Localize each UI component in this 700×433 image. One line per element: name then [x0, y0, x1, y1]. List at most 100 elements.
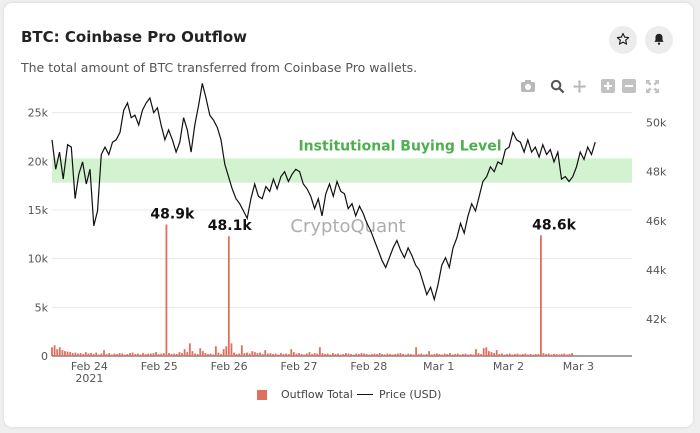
outflow-bar: [441, 354, 444, 356]
outflow-bar: [287, 354, 290, 356]
outflow-bar: [82, 354, 85, 356]
zoom-in-icon[interactable]: [600, 78, 616, 94]
outflow-bar: [381, 354, 384, 356]
favorite-button[interactable]: [609, 26, 637, 54]
outflow-bar: [550, 354, 553, 356]
outflow-bar: [152, 353, 155, 356]
outflow-bar: [420, 353, 423, 356]
outflow-bar: [469, 354, 472, 356]
outflow-bar: [266, 353, 269, 356]
outflow-bar: [168, 353, 170, 356]
outflow-bar: [337, 353, 339, 356]
outflow-bar: [433, 354, 436, 356]
outflow-bar: [482, 348, 485, 356]
outflow-bar: [199, 348, 202, 356]
left-tick-label: 5k: [35, 301, 49, 314]
outflow-bar: [279, 353, 282, 356]
outflow-bar: [77, 353, 79, 356]
outflow-bar: [194, 353, 196, 356]
outflow-bar: [477, 353, 480, 356]
annotation-label: 48.9k: [150, 207, 195, 223]
outflow-bar: [97, 354, 100, 356]
zoom-out-icon[interactable]: [621, 78, 637, 94]
outflow-bar: [92, 354, 95, 356]
outflow-bar: [134, 354, 137, 356]
x-tick-label: Mar 3: [563, 360, 594, 373]
outflow-bar: [404, 354, 407, 356]
outflow-bar: [402, 354, 404, 356]
outflow-bar: [108, 353, 111, 356]
outflow-bar: [292, 352, 295, 356]
annotation-label: 48.1k: [208, 218, 253, 234]
band-label: Institutional Buying Level: [298, 138, 501, 154]
outflow-bar: [417, 354, 420, 356]
institutional-band: [52, 158, 632, 183]
outflow-bar: [173, 353, 176, 356]
legend-price[interactable]: Price (USD): [357, 388, 441, 401]
outflow-bar: [157, 354, 160, 356]
right-tick-label: 50k: [646, 117, 667, 130]
left-tick-label: 0: [41, 350, 48, 363]
camera-icon[interactable]: [520, 78, 536, 94]
outflow-bar: [225, 346, 228, 356]
outflow-bar: [178, 352, 181, 356]
outflow-bar: [464, 353, 467, 356]
outflow-bar: [100, 353, 103, 356]
outflow-bar: [261, 354, 264, 356]
annotation-label: 48.6k: [532, 217, 577, 233]
outflow-bar: [501, 353, 503, 356]
outflow-bar: [334, 354, 337, 356]
outflow-bar: [555, 354, 558, 356]
pan-icon[interactable]: [571, 78, 587, 94]
outflow-bar: [407, 353, 410, 356]
legend-outflow[interactable]: Outflow Total: [257, 388, 353, 401]
zoom-icon[interactable]: [549, 78, 565, 94]
outflow-bar: [386, 353, 389, 356]
outflow-bar: [217, 352, 220, 356]
outflow-bars: [51, 224, 574, 356]
outflow-bar: [566, 354, 568, 356]
outflow-bar: [95, 352, 98, 356]
outflow-bar: [230, 343, 233, 356]
outflow-bar: [547, 353, 550, 356]
outflow-bar: [527, 354, 529, 356]
outflow-bar: [142, 353, 144, 356]
outflow-bar: [269, 353, 272, 356]
outflow-bar: [454, 354, 457, 356]
x-tick-label: Feb 24: [71, 360, 108, 373]
outflow-bar: [220, 354, 222, 356]
outflow-bar: [116, 354, 118, 356]
outflow-bar: [571, 353, 574, 356]
right-tick-label: 44k: [646, 264, 667, 277]
outflow-bar: [409, 354, 412, 356]
outflow-bar: [524, 353, 527, 356]
outflow-bar: [506, 354, 509, 356]
autoscale-icon[interactable]: [644, 78, 660, 94]
legend-outflow-label: Outflow Total: [281, 388, 353, 401]
outflow-bar: [235, 354, 238, 356]
outflow-bar: [121, 353, 124, 356]
outflow-bar: [207, 354, 209, 356]
x-tick-label: Mar 2: [493, 360, 524, 373]
outflow-bar: [298, 353, 300, 356]
outflow-bar: [295, 353, 298, 356]
outflow-bar: [514, 354, 516, 356]
outflow-bar: [160, 353, 163, 356]
x-tick-label: Mar 1: [423, 360, 454, 373]
outflow-bar: [118, 353, 121, 356]
star-icon: [616, 31, 630, 50]
outflow-bar: [272, 354, 274, 356]
alert-button[interactable]: [645, 26, 673, 54]
outflow-bar: [503, 354, 506, 356]
outflow-bar: [113, 353, 116, 356]
outflow-bar: [61, 350, 64, 356]
outflow-bar: [186, 352, 189, 356]
outflow-bar: [448, 353, 451, 356]
outflow-bar: [74, 352, 77, 356]
outflow-bar: [360, 353, 363, 356]
outflow-bar: [396, 353, 399, 356]
x-tick-label: Feb 27: [280, 360, 317, 373]
outflow-bar: [290, 349, 293, 356]
